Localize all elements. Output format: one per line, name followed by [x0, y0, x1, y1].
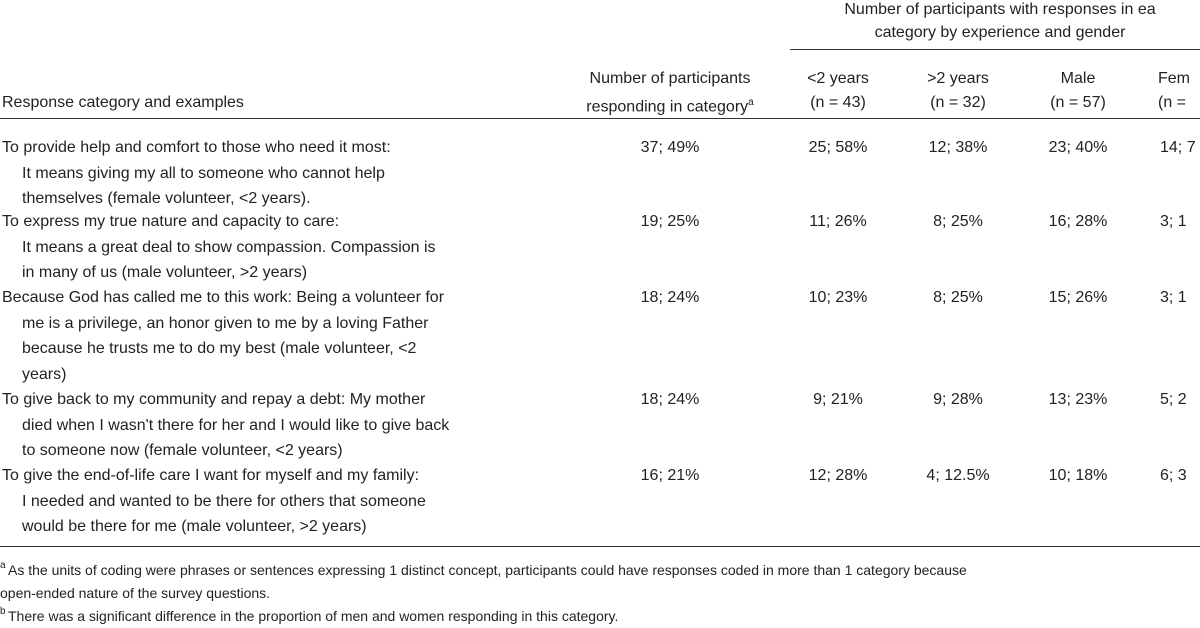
cell: 23; 40%	[1048, 139, 1108, 156]
category-text: To provide help and comfort to those who…	[2, 139, 391, 156]
category-text: Because God has called me to this work: …	[2, 289, 445, 306]
group-header: Number of participants with responses in…	[844, 1, 1156, 18]
example-text: I needed and wanted to be there for othe…	[22, 492, 426, 510]
footnote-marker: b	[0, 606, 6, 617]
cell: 12; 38%	[928, 139, 988, 156]
example-text: died when I wasn't there for her and I w…	[22, 416, 450, 434]
cell: 8; 25%	[933, 213, 983, 230]
cell: 3; 1	[1160, 289, 1187, 306]
cell: 10; 18%	[1048, 467, 1108, 484]
column-header: Response category and examples	[2, 94, 244, 111]
cell: 15; 26%	[1048, 289, 1108, 306]
example-text: to someone now (female volunteer, <2 yea…	[22, 442, 343, 459]
footnote-marker: a	[748, 97, 754, 108]
column-header: Male	[1060, 70, 1096, 87]
example-text: in many of us (male volunteer, >2 years)	[22, 264, 308, 281]
column-header: responding in categorya	[586, 97, 754, 116]
footnote: There was a significant difference in th…	[8, 608, 619, 624]
footnote: As the units of coding were phrases or s…	[8, 562, 967, 578]
column-header: (n = 43)	[810, 94, 866, 111]
cell: 25; 58%	[808, 139, 868, 156]
cell: 18; 24%	[640, 391, 700, 408]
group-rule	[790, 49, 1200, 50]
example-text: It means giving my all to someone who ca…	[22, 164, 385, 182]
bottom-rule	[0, 546, 1200, 547]
cell: 37; 49%	[640, 139, 700, 156]
column-header: Number of participants	[589, 70, 751, 87]
cell: 19; 25%	[640, 213, 700, 230]
cell: 16; 21%	[640, 467, 700, 484]
cell: 11; 26%	[809, 213, 867, 230]
category-text: To express my true nature and capacity t…	[2, 213, 340, 230]
cell: 13; 23%	[1048, 391, 1108, 408]
cell: 12; 28%	[808, 467, 868, 484]
column-header: (n = 32)	[930, 94, 986, 111]
example-text: would be there for me (male volunteer, >…	[22, 518, 367, 535]
cell: 18; 24%	[640, 289, 700, 306]
column-header: Fem	[1158, 70, 1190, 87]
column-header: (n = 57)	[1050, 94, 1106, 111]
cell: 8; 25%	[933, 289, 983, 306]
footnote-marker: a	[0, 560, 6, 571]
cell: 3; 1	[1160, 213, 1187, 230]
cell: 9; 21%	[813, 391, 863, 408]
column-header: >2 years	[927, 70, 989, 87]
footnote: open-ended nature of the survey question…	[0, 585, 271, 601]
cell: 6; 3	[1160, 467, 1187, 484]
group-header: category by experience and gender	[874, 24, 1126, 41]
column-header: (n =	[1158, 94, 1187, 111]
category-text: To give the end-of-life care I want for …	[2, 467, 420, 484]
example-text: It means a great deal to show compassion…	[22, 238, 436, 256]
cell: 10; 23%	[808, 289, 868, 306]
example-text: themselves (female volunteer, <2 years).	[22, 190, 311, 207]
cell: 16; 28%	[1048, 213, 1108, 230]
cell: 14; 7	[1160, 139, 1196, 156]
example-text: because he trusts me to do my best (male…	[22, 340, 417, 357]
cell: 5; 2	[1160, 391, 1187, 408]
cell: 4; 12.5%	[926, 467, 990, 484]
example-text: years)	[22, 365, 67, 383]
cell: 9; 28%	[933, 391, 983, 408]
example-text: me is a privilege, an honor given to me …	[22, 314, 429, 332]
category-text: To give back to my community and repay a…	[2, 391, 426, 408]
header-rule	[0, 118, 1200, 119]
column-header: <2 years	[807, 70, 869, 87]
